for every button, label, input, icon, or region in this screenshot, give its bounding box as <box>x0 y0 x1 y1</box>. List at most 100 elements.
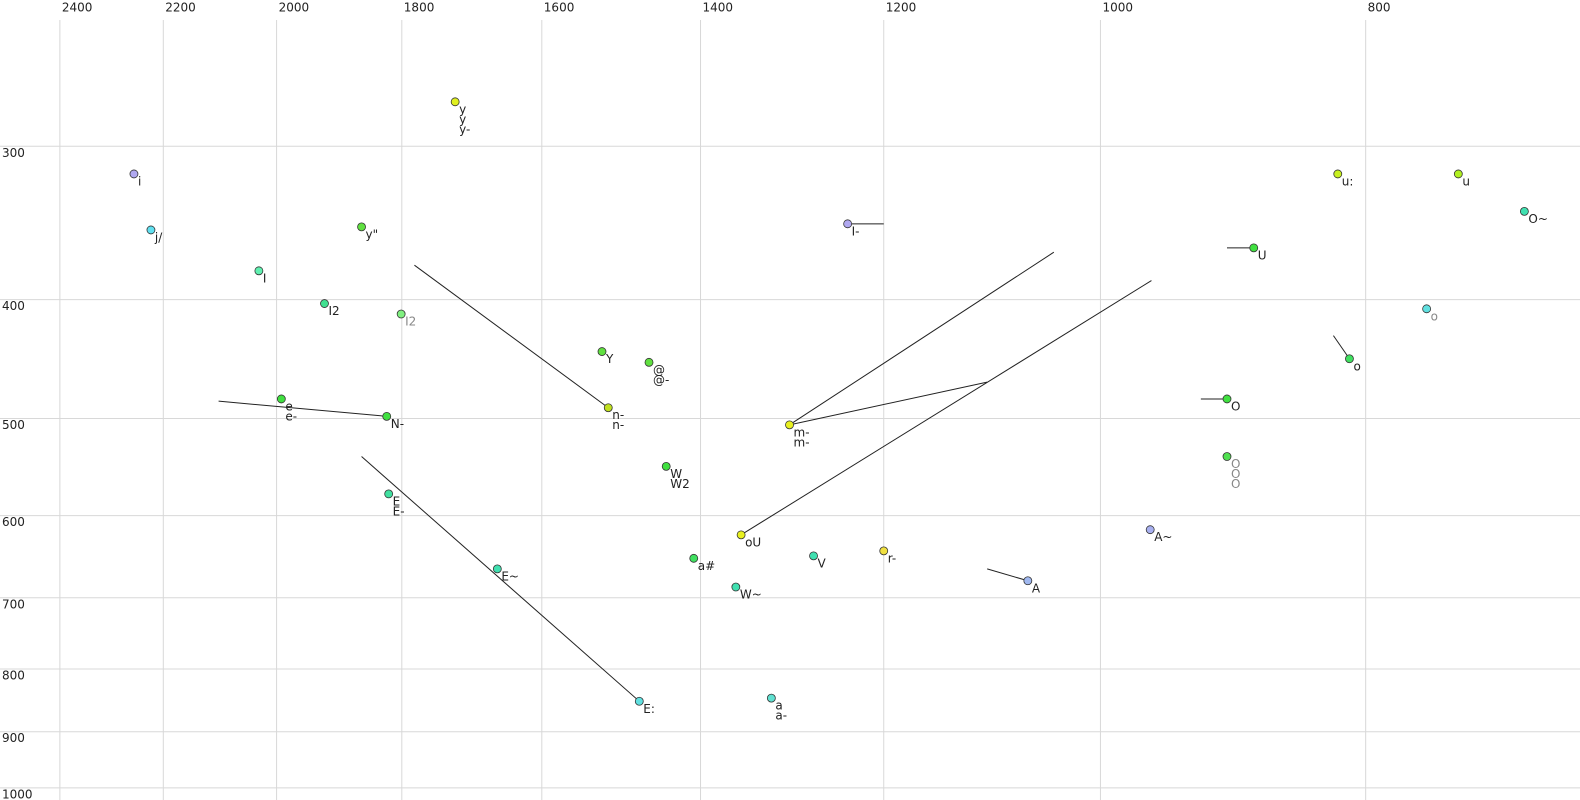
point <box>809 551 818 561</box>
point-label: u <box>1462 174 1470 188</box>
point <box>382 411 392 421</box>
point-label: N- <box>391 417 404 431</box>
x-tick-label: 1400 <box>703 1 734 15</box>
point-label: A~ <box>1154 530 1172 544</box>
point <box>785 420 794 430</box>
point <box>736 530 746 540</box>
y-tick-label: 700 <box>2 597 25 611</box>
point <box>731 582 741 592</box>
point-label: Y <box>605 352 614 366</box>
point <box>276 394 286 404</box>
point <box>129 169 139 179</box>
point-label: A <box>1032 581 1041 595</box>
point-label: i <box>138 174 141 188</box>
point-label: j/ <box>154 230 163 244</box>
y-tick-label: 600 <box>2 515 25 529</box>
point-label: O <box>1231 467 1240 481</box>
x-tick-label: 2400 <box>62 1 93 15</box>
point-label: W~ <box>740 588 762 602</box>
x-tick-label: 2200 <box>165 1 196 15</box>
point <box>644 357 654 367</box>
point <box>1333 169 1343 179</box>
point-label: @- <box>653 373 669 387</box>
point-label: a- <box>775 709 787 723</box>
point <box>1023 576 1033 586</box>
point-label: m- <box>794 435 810 449</box>
point-label: E- <box>393 504 405 518</box>
x-tick-label: 1000 <box>1102 1 1133 15</box>
point <box>1422 304 1432 314</box>
point-label: I2 <box>328 304 339 318</box>
y-tick-label: 1000 <box>2 787 33 800</box>
point-label: W <box>670 467 682 481</box>
point-label: I <box>263 271 267 285</box>
point-label: o <box>1353 359 1360 373</box>
point-label: a <box>775 699 782 713</box>
point <box>396 309 406 319</box>
x-tick-label: 2000 <box>279 1 310 15</box>
point-label: e- <box>285 409 297 423</box>
point <box>1222 394 1232 404</box>
point-label: W2 <box>670 477 690 491</box>
point <box>597 347 607 356</box>
point-label: I2 <box>405 315 416 329</box>
point-label: n- <box>612 418 624 432</box>
point <box>603 403 613 413</box>
point-label: n- <box>612 408 624 422</box>
y-tick-label: 500 <box>2 418 25 432</box>
y-tick-label: 300 <box>2 146 25 160</box>
point <box>1345 354 1354 364</box>
point <box>634 696 644 706</box>
y-tick-label: 900 <box>2 731 25 745</box>
point-label: oU <box>745 535 761 549</box>
point <box>843 219 853 229</box>
point-label: E <box>393 494 401 508</box>
point-label: O <box>1231 477 1240 491</box>
point-label: y <box>459 102 466 116</box>
point-label: u: <box>1342 174 1354 188</box>
point <box>320 299 329 308</box>
trajectory <box>789 251 1055 426</box>
y-tick-label: 800 <box>2 668 25 682</box>
point <box>661 461 671 471</box>
point-label: E: <box>643 702 655 716</box>
point-label: o <box>1431 309 1438 323</box>
point <box>492 564 502 574</box>
point <box>766 693 776 703</box>
x-tick-label: 800 <box>1368 1 1391 15</box>
trajectory <box>361 456 640 702</box>
point <box>1519 206 1529 216</box>
point-label: y" <box>366 227 379 241</box>
point-label: r- <box>888 551 897 565</box>
point <box>357 222 366 232</box>
trajectory <box>218 400 387 417</box>
point-label: O <box>1231 399 1240 413</box>
point-label: e <box>285 399 292 413</box>
point <box>450 97 460 107</box>
point <box>1249 243 1259 253</box>
y-tick-label: 400 <box>2 299 25 313</box>
point <box>689 553 699 563</box>
point <box>879 546 889 556</box>
point-label: y <box>459 112 466 126</box>
x-tick-label: 1200 <box>886 1 917 15</box>
trajectory <box>1333 335 1350 360</box>
point-label: E~ <box>501 569 519 583</box>
point-label: I- <box>852 224 860 238</box>
point-label: @ <box>653 363 665 377</box>
point <box>146 225 156 235</box>
point <box>254 266 264 276</box>
trajectory <box>987 568 1028 582</box>
x-tick-label: 1800 <box>404 1 435 15</box>
trajectory <box>740 280 1152 536</box>
point-label: O <box>1231 457 1240 471</box>
x-tick-label: 1600 <box>544 1 575 15</box>
point-label: U <box>1258 248 1267 262</box>
point-label: O~ <box>1528 212 1548 226</box>
point-label: a# <box>698 559 715 573</box>
trajectory <box>414 264 609 409</box>
point <box>384 489 394 499</box>
point <box>1222 452 1232 461</box>
point-label: y- <box>459 122 470 136</box>
